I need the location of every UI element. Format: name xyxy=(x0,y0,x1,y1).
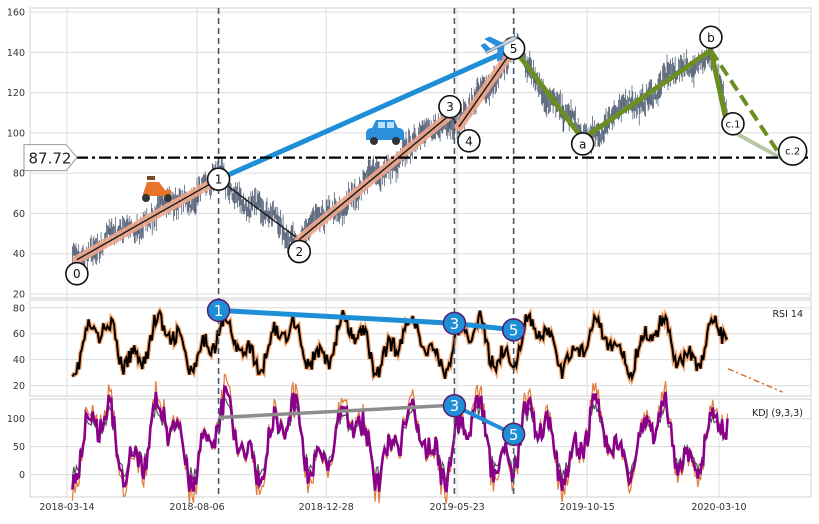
rsi-legend: RSI 14 xyxy=(772,309,803,320)
wave-label-circle xyxy=(457,129,481,153)
y-tick-label: 60 xyxy=(13,209,25,220)
rsi-projection xyxy=(727,368,783,393)
y-tick-label: 100 xyxy=(7,128,25,139)
x-tick-label: 2019-05-23 xyxy=(430,502,485,513)
kdj-divergence-label: 5 xyxy=(509,426,519,444)
wave-label-circle xyxy=(777,136,808,166)
rsi-divergence-marker xyxy=(442,311,467,336)
y-tick-label: 160 xyxy=(7,8,25,19)
wave-label: 4 xyxy=(465,134,473,148)
reference-value: 87.72 xyxy=(29,150,72,168)
rsi-divergence-label: 5 xyxy=(509,321,519,339)
wave-label: 2 xyxy=(295,245,303,259)
wave-label: 5 xyxy=(510,42,518,56)
y-tick-label: 50 xyxy=(13,442,25,453)
kdj-divergence-label: 3 xyxy=(450,397,460,415)
wave-label: c.1 xyxy=(725,119,740,130)
x-tick-label: 2018-03-14 xyxy=(39,502,94,513)
y-tick-label: 60 xyxy=(13,329,25,340)
panel-price xyxy=(29,7,812,299)
wave-label-circle xyxy=(438,94,462,119)
rsi-line xyxy=(71,307,729,382)
wave-line xyxy=(458,47,515,128)
y-tick-label: 80 xyxy=(13,303,25,314)
x-tick-label: 2018-12-28 xyxy=(299,502,354,513)
rsi-divergence-label: 3 xyxy=(450,315,460,333)
x-tick-label: 2020-03-10 xyxy=(691,502,746,513)
wave-label-circle xyxy=(287,239,312,264)
y-tick-label: 140 xyxy=(7,48,25,59)
rsi-divergence-label: 1 xyxy=(214,302,224,320)
wave-label: 1 xyxy=(215,173,223,187)
correction-line xyxy=(511,46,585,141)
wave-label-circle xyxy=(721,112,745,136)
airplane-icon xyxy=(480,36,517,62)
kdj-reference-line xyxy=(218,403,455,420)
x-tick-label: 2018-08-06 xyxy=(169,502,224,513)
y-tick-label: 80 xyxy=(13,169,25,180)
rsi-divergence-marker xyxy=(501,318,526,342)
x-tick-label: 2019-10-15 xyxy=(560,502,615,513)
wave-label: a xyxy=(579,137,586,151)
rsi-divergence-marker xyxy=(206,298,231,323)
projection-line xyxy=(709,49,785,161)
y-tick-label: 20 xyxy=(13,289,25,300)
wave-label: c.2 xyxy=(785,147,800,158)
wave-label-circle xyxy=(570,132,595,156)
reference-tag xyxy=(23,144,78,172)
wave-line xyxy=(76,178,219,261)
kdj-divergence-marker xyxy=(501,422,526,447)
wave-label: 3 xyxy=(446,100,454,114)
correction-line xyxy=(581,48,713,141)
kdj-legend: KDJ (9,3,3) xyxy=(752,408,803,419)
car-icon xyxy=(366,120,404,145)
y-tick-label: 40 xyxy=(13,355,25,366)
wave-label: b xyxy=(707,31,715,45)
y-tick-label: 120 xyxy=(7,88,25,99)
wave-label-circle xyxy=(65,261,89,286)
y-tick-label: 100 xyxy=(7,414,25,425)
y-tick-label: 40 xyxy=(13,249,25,260)
y-tick-label: 20 xyxy=(13,381,25,392)
wave-line xyxy=(218,178,300,241)
wave-line xyxy=(298,114,451,241)
wave-label-circle xyxy=(206,167,231,191)
y-tick-label: 0 xyxy=(19,470,25,481)
kdj-divergence-marker xyxy=(442,393,467,418)
kdj-k-line xyxy=(71,384,729,493)
wave-label-circle xyxy=(699,25,723,50)
wave-label: 0 xyxy=(73,267,81,281)
scooter-icon xyxy=(142,176,172,202)
